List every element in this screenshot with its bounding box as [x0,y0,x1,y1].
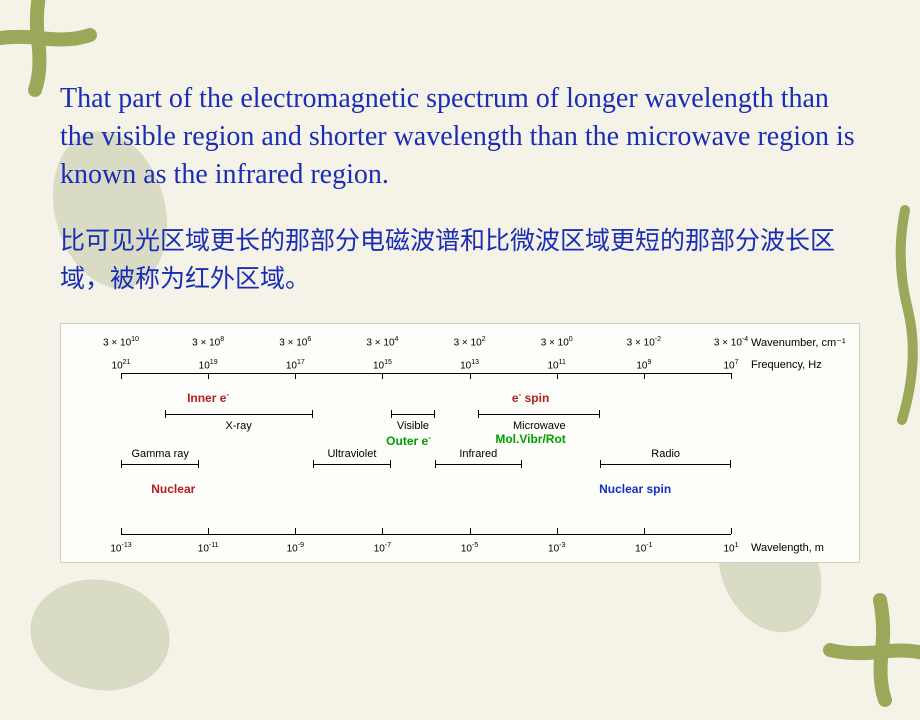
tick-label: 3 × 10-4 [714,336,748,348]
spectrum-region-bar [313,464,391,465]
spectrum-category-label: Mol.Vibr/Rot [495,432,565,446]
tick-label: 3 × 108 [192,336,224,348]
tick-label: 10-13 [110,542,131,554]
tick-label: 3 × 100 [541,336,573,348]
spectrum-category-label: Outer e- [386,432,431,448]
spectrum-region-label: Microwave [513,420,566,432]
tick-label: 1017 [286,359,305,371]
axis-label: Wavenumber, cm⁻¹ [751,336,846,349]
spectrum-region-bar [121,464,199,465]
slide-content: That part of the electromagnetic spectru… [0,0,920,583]
spectrum-region-label: Visible [397,420,429,432]
tick-label: 107 [723,359,738,371]
tick-label: 3 × 106 [279,336,311,348]
tick-label: 101 [723,542,738,554]
corner-flourish-bottom-right [800,570,920,710]
spectrum-region-label: Radio [651,448,680,460]
spectrum-category-label: e- spin [512,389,550,405]
tick-label: 10-1 [635,542,652,554]
axis-label: Frequency, Hz [751,359,822,371]
tick-label: 1019 [199,359,218,371]
spectrum-region-bar [600,464,731,465]
spectrum-category-label: Nuclear [151,482,195,496]
spectrum-region-bar [435,464,522,465]
tick-label: 10-9 [287,542,304,554]
tick-label: 10-11 [198,542,219,554]
spectrum-category-label: Inner e- [187,389,229,405]
spectrum-region-label: Gamma ray [131,448,188,460]
tick-label: 3 × 1010 [103,336,139,348]
spectrum-region-bar [391,414,435,415]
tick-label: 3 × 10-2 [627,336,661,348]
tick-label: 10-3 [548,542,565,554]
english-paragraph: That part of the electromagnetic spectru… [60,80,860,193]
tick-label: 1021 [112,359,131,371]
spectrum-region-bar [165,414,313,415]
tick-label: 109 [636,359,651,371]
spectrum-region-label: Infrared [459,448,497,460]
chinese-paragraph: 比可见光区域更长的那部分电磁波谱和比微波区域更短的那部分波长区域，被称为红外区域… [60,223,860,298]
tick-label: 10-7 [374,542,391,554]
tick-label: 3 × 104 [366,336,398,348]
spectrum-region-label: Ultraviolet [327,448,376,460]
axis-label: Wavelength, m [751,542,824,554]
em-spectrum-diagram: 3 × 1010 3 × 108 3 × 106 3 × 104 3 × 102 3 × … [60,323,860,563]
tick-label: 10-5 [461,542,478,554]
spectrum-region-bar [478,414,600,415]
tick-label: 1011 [548,359,566,371]
spectrum-category-label: Nuclear spin [599,482,671,496]
tick-label: 1015 [373,359,392,371]
tick-label: 1013 [460,359,479,371]
spectrum-region-label: X-ray [226,420,252,432]
tick-label: 3 × 102 [454,336,486,348]
